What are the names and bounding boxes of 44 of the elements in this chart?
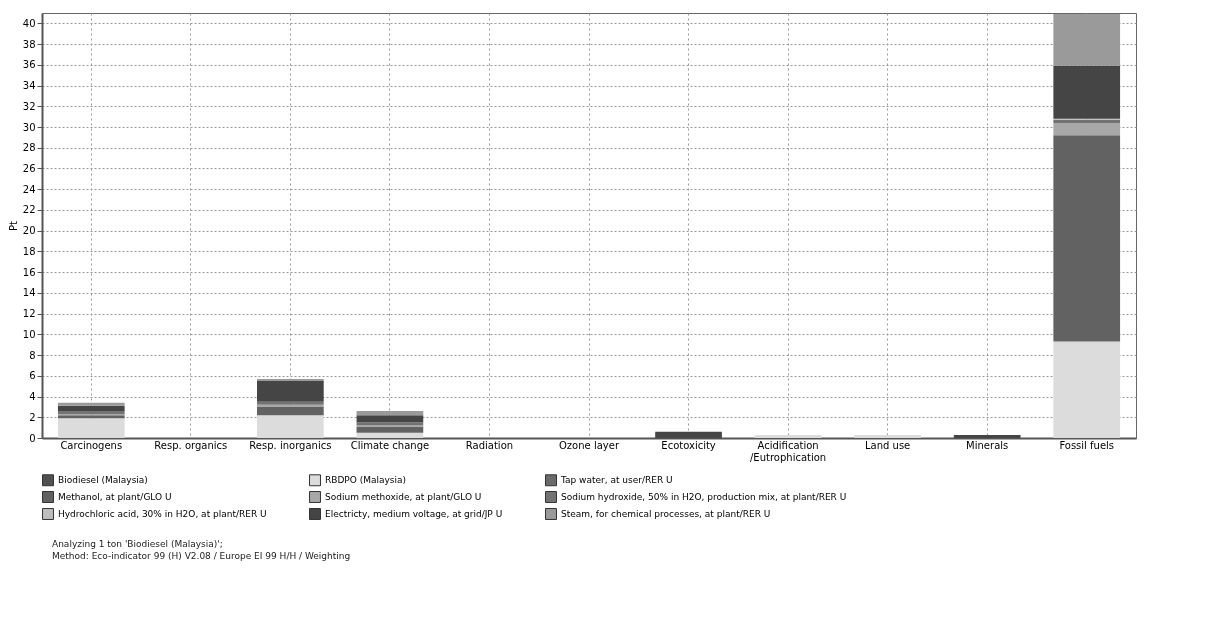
x-tick-label: Ecotoxicity — [661, 439, 716, 451]
text: Analyzing 1 ton 'Biodiesel (Malaysia)'; — [52, 538, 224, 550]
y-tick-label: 4 — [29, 391, 36, 403]
x-tick-label: Fossil fuels — [1059, 439, 1115, 451]
x-tick-label: Acidification /Eutrophication — [749, 439, 827, 463]
legend-label: Hydrochloric acid, 30% in H2O, at plant/RER U — [58, 509, 267, 519]
legend-label: Sodium hydroxide, 50% in H2O, production mix, at plant/RER U — [561, 492, 847, 502]
y-tick-label: 36 — [22, 59, 36, 71]
x-tick-label: Carcinogens — [60, 439, 123, 451]
legend-label: Methanol, at plant/GLO U — [58, 492, 172, 502]
y-tick-label: 6 — [29, 370, 36, 382]
x-tick-label: Minerals — [966, 439, 1009, 451]
y-tick-label: 32 — [22, 100, 36, 112]
x-tick-label: Ozone layer — [559, 439, 620, 451]
y-tick-label: 10 — [22, 328, 36, 340]
y-tick-label: 30 — [22, 121, 36, 133]
y-tick-label: 38 — [22, 38, 36, 50]
y-tick-label: 24 — [22, 183, 36, 195]
y-tick-label: 14 — [22, 287, 36, 299]
y-axis-title: Pt — [7, 220, 19, 231]
y-tick-label: 18 — [22, 245, 36, 257]
y-tick-label: 22 — [22, 204, 36, 216]
y-tick-label: 16 — [22, 266, 36, 278]
x-tick-label: Resp. organics — [154, 439, 228, 451]
legend-label: Sodium methoxide, at plant/GLO U — [325, 492, 482, 502]
x-tick-label: Climate change — [350, 439, 430, 451]
x-tick-label: Land use — [865, 439, 911, 451]
legend-label: Electricty, medium voltage, at grid/JP U — [325, 509, 503, 519]
y-tick-label: 40 — [22, 17, 36, 29]
x-tick-label: Radiation — [465, 439, 514, 451]
y-tick-label: 12 — [22, 308, 36, 320]
legend-label: Steam, for chemical processes, at plant/RER U — [561, 509, 771, 519]
legend-label: Biodiesel (Malaysia) — [58, 475, 148, 486]
y-tick-label: 0 — [29, 432, 36, 444]
x-tick-label: Resp. inorganics — [249, 439, 332, 451]
y-tick-label: 20 — [22, 225, 36, 237]
y-tick-label: 28 — [22, 142, 36, 154]
y-tick-label: 8 — [29, 349, 36, 361]
y-tick-label: 2 — [29, 411, 36, 423]
legend-label: RBDPO (Malaysia) — [325, 475, 407, 486]
text: Method: Eco-indicator 99 (H) V2.08 / Europe EI 99 H/H / Weighting — [52, 550, 352, 562]
y-tick-label: 26 — [22, 162, 36, 174]
y-tick-label: 34 — [22, 80, 36, 92]
legend-label: Tap water, at user/RER U — [560, 475, 673, 486]
